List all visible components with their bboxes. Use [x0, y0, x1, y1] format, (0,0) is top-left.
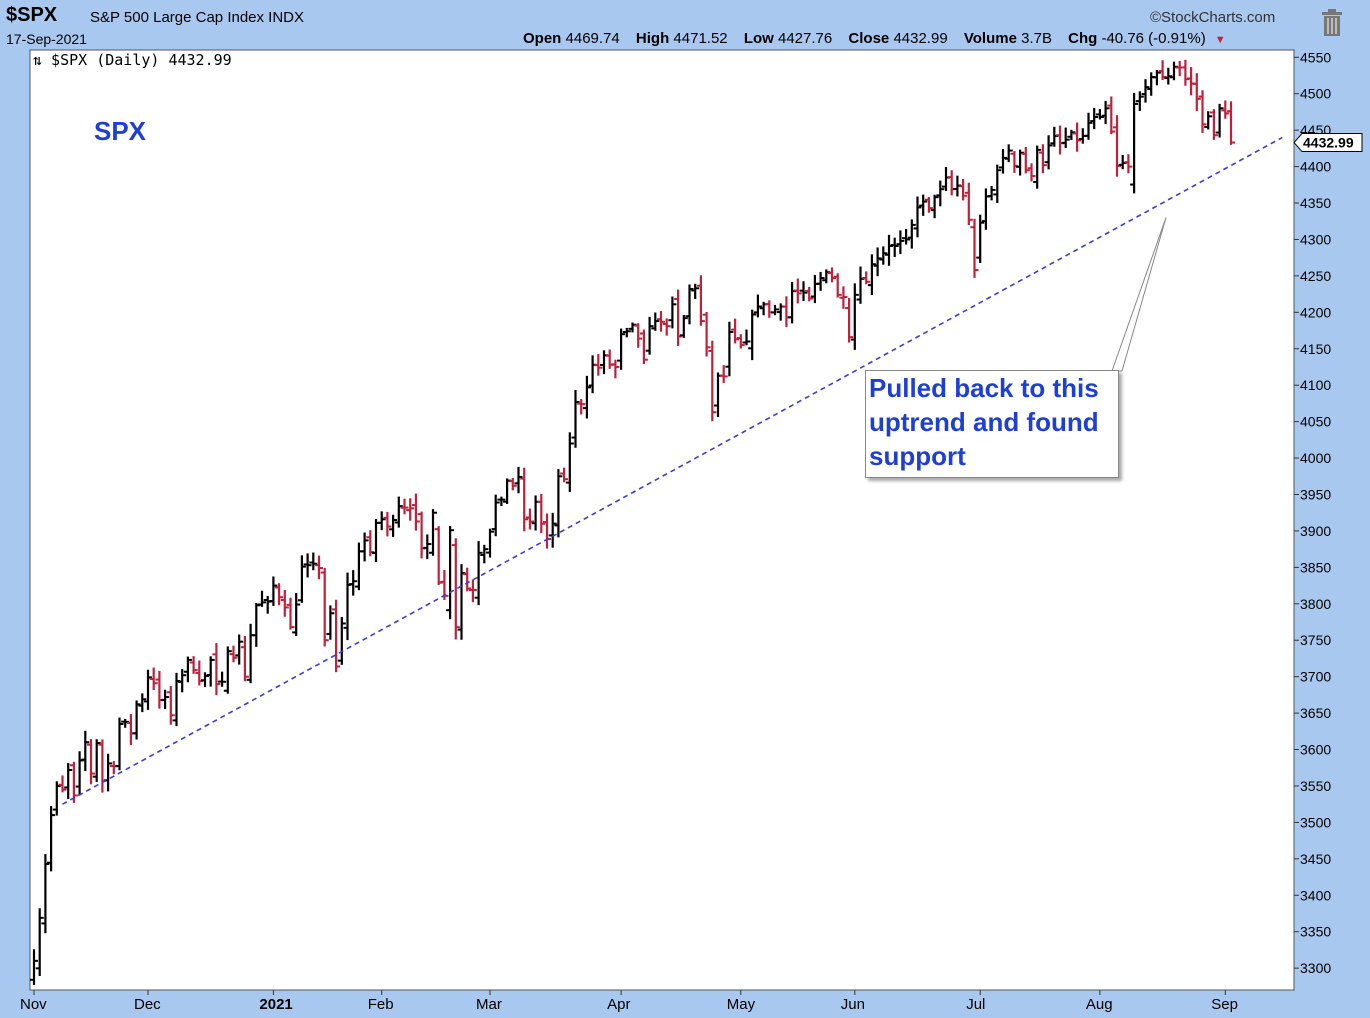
chg-label: Chg	[1068, 30, 1098, 47]
low-value: 4427.76	[778, 30, 833, 47]
down-arrow-icon: ▼	[1211, 34, 1226, 46]
volume-value: 3.7B	[1021, 30, 1052, 47]
y-tick-label: 4200	[1300, 304, 1331, 320]
volume-label: Volume	[963, 30, 1017, 47]
ohlc-readout: Open 4469.74 High 4471.52 Low 4427.76 Cl…	[523, 30, 1238, 47]
chg-value: -40.76 (-0.91%)	[1101, 30, 1206, 47]
y-tick-label: 4350	[1300, 195, 1331, 211]
x-tick-label: Aug	[1086, 996, 1113, 1013]
x-tick-label: Dec	[134, 996, 161, 1013]
y-tick-label: 3850	[1300, 559, 1331, 575]
x-tick-label: 2021	[259, 996, 292, 1013]
y-tick-label: 3600	[1300, 742, 1331, 758]
trash-icon[interactable]	[1320, 9, 1344, 37]
y-tick-label: 3450	[1300, 851, 1331, 867]
last-value-label: 4432.99	[1303, 135, 1354, 151]
y-tick-label: 3500	[1300, 814, 1331, 830]
y-tick-label: 4150	[1300, 341, 1331, 357]
y-tick-label: 3800	[1300, 596, 1331, 612]
x-tick-label: Jul	[966, 996, 985, 1013]
ticker-description: S&P 500 Large Cap Index INDX	[90, 9, 305, 26]
x-tick-label: Mar	[476, 996, 502, 1013]
uptrend-line	[62, 136, 1283, 805]
x-tick-label: Sep	[1211, 996, 1238, 1013]
y-tick-label: 4100	[1300, 377, 1331, 393]
chart-date: 17-Sep-2021	[6, 31, 87, 47]
y-tick-label: 3400	[1300, 887, 1331, 903]
open-value: 4469.74	[565, 30, 620, 47]
y-tick-label: 4300	[1300, 231, 1331, 247]
x-tick-label: Apr	[607, 996, 630, 1013]
y-tick-label: 3350	[1300, 924, 1331, 940]
y-tick-label: 4500	[1300, 86, 1331, 102]
y-tick-label: 4400	[1300, 159, 1331, 175]
high-label: High	[635, 30, 670, 47]
x-tick-label: Nov	[20, 996, 47, 1013]
x-tick-label: Feb	[368, 996, 394, 1013]
annotation-box: Pulled back to this uptrend and found su…	[865, 370, 1119, 478]
low-label: Low	[743, 30, 774, 47]
x-tick-label: May	[727, 996, 756, 1013]
chart-legend: ⇅ $SPX (Daily) 4432.99	[33, 51, 232, 69]
ticker-symbol: $SPX	[6, 4, 58, 26]
high-value: 4471.52	[673, 30, 728, 47]
x-tick-label: Jun	[841, 996, 865, 1013]
brand-label[interactable]: ©StockCharts.com	[1150, 9, 1276, 26]
y-tick-label: 4250	[1300, 268, 1331, 284]
y-tick-label: 4000	[1300, 450, 1331, 466]
y-tick-label: 3700	[1300, 669, 1331, 685]
symbol-label: SPX	[94, 116, 147, 146]
y-tick-label: 4550	[1300, 49, 1331, 65]
last-value-marker	[1293, 133, 1363, 153]
y-tick-label: 3650	[1300, 705, 1331, 721]
y-tick-label: 4050	[1300, 414, 1331, 430]
plot-area	[29, 49, 1295, 991]
y-tick-label: 3750	[1300, 632, 1331, 648]
annotation-text: Pulled back to this uptrend and found su…	[869, 373, 1099, 471]
open-label: Open	[523, 30, 562, 47]
y-tick-label: 3300	[1300, 960, 1331, 976]
close-value: 4432.99	[893, 30, 948, 47]
close-label: Close	[848, 30, 890, 47]
y-tick-label: 3900	[1300, 523, 1331, 539]
y-tick-label: 3950	[1300, 486, 1331, 502]
y-tick-label: 3550	[1300, 778, 1331, 794]
